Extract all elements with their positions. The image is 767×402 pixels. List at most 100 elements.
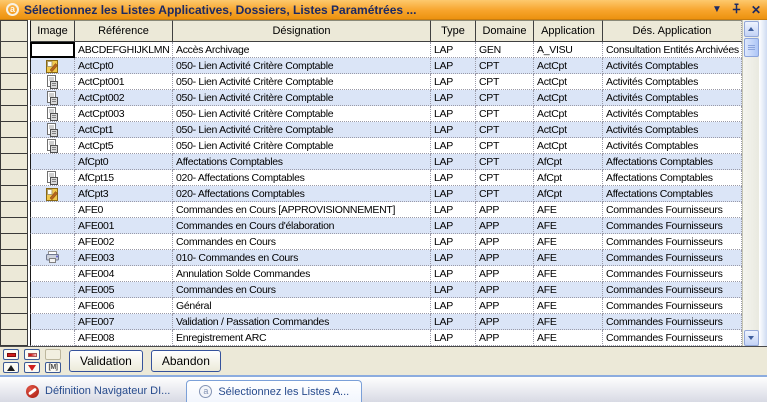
cell-image[interactable] [30,58,75,74]
cell-application[interactable]: ActCpt [534,74,603,90]
cell-image[interactable] [30,186,75,202]
vertical-scrollbar[interactable] [742,20,759,346]
row-selector[interactable] [0,42,28,58]
row-selector[interactable] [0,170,28,186]
cell-reference[interactable]: AfCpt0 [75,154,173,170]
close-icon[interactable]: ✕ [750,2,761,17]
cell-application[interactable]: AFE [534,202,603,218]
cell-des-application[interactable]: Commandes Fournisseurs [603,266,742,282]
cell-application[interactable]: AFE [534,330,603,346]
cell-application[interactable]: ActCpt [534,90,603,106]
abandon-button[interactable]: Abandon [150,350,221,372]
cell-type[interactable]: LAP [431,42,476,58]
red-bar-icon[interactable] [3,349,19,360]
cell-reference[interactable]: AFE008 [75,330,173,346]
cell-des-application[interactable]: Commandes Fournisseurs [603,330,742,346]
cell-image[interactable] [30,266,75,282]
column-header-domaine[interactable]: Domaine [476,20,534,42]
cell-type[interactable]: LAP [431,186,476,202]
cell-des-application[interactable]: Activités Comptables [603,138,742,154]
cell-des-application[interactable]: Activités Comptables [603,122,742,138]
cell-type[interactable]: LAP [431,154,476,170]
row-selector[interactable] [0,154,28,170]
cell-image[interactable] [30,202,75,218]
cell-application[interactable]: AFE [534,266,603,282]
cell-application[interactable]: ActCpt [534,122,603,138]
cell-designation[interactable]: Commandes en Cours [173,282,431,298]
cell-domaine[interactable]: GEN [476,42,534,58]
cell-designation[interactable]: Accès Archivage [173,42,431,58]
cell-application[interactable]: AfCpt [534,170,603,186]
cell-designation[interactable]: Commandes en Cours d'élaboration [173,218,431,234]
cell-application[interactable]: AFE [534,314,603,330]
scrollbar-track[interactable] [743,57,759,329]
cell-des-application[interactable]: Affectations Comptables [603,154,742,170]
cell-des-application[interactable]: Commandes Fournisseurs [603,282,742,298]
row-selector[interactable] [0,298,28,314]
cell-designation[interactable]: 020- Affectations Comptables [173,170,431,186]
cell-type[interactable]: LAP [431,218,476,234]
cell-image[interactable] [30,234,75,250]
cell-des-application[interactable]: Commandes Fournisseurs [603,250,742,266]
scroll-down-icon[interactable] [743,329,759,346]
cell-type[interactable]: LAP [431,250,476,266]
cell-image[interactable] [30,106,75,122]
cell-image[interactable] [30,74,75,90]
cell-type[interactable]: LAP [431,234,476,250]
tab-selectionnez-listes[interactable]: a Sélectionnez les Listes A... [186,380,363,402]
cell-application[interactable]: AFE [534,250,603,266]
cell-reference[interactable]: ActCpt003 [75,106,173,122]
row-selector[interactable] [0,202,28,218]
cell-designation[interactable]: Validation / Passation Commandes [173,314,431,330]
cell-application[interactable]: AFE [534,234,603,250]
cell-designation[interactable]: Affectations Comptables [173,154,431,170]
cell-domaine[interactable]: APP [476,202,534,218]
cell-application[interactable]: AfCpt [534,186,603,202]
cell-image[interactable] [30,330,75,346]
cell-des-application[interactable]: Affectations Comptables [603,170,742,186]
cell-application[interactable]: A_VISU [534,42,603,58]
cell-domaine[interactable]: APP [476,266,534,282]
cell-domaine[interactable]: CPT [476,58,534,74]
cell-designation[interactable]: Commandes en Cours [173,234,431,250]
cell-domaine[interactable]: APP [476,250,534,266]
scroll-up-icon[interactable] [743,20,759,37]
cell-domaine[interactable]: CPT [476,170,534,186]
cell-designation[interactable]: Commandes en Cours [APPROVISIONNEMENT] [173,202,431,218]
cell-des-application[interactable]: Commandes Fournisseurs [603,234,742,250]
cell-image[interactable] [30,42,75,58]
down-triangle-red-icon[interactable] [24,362,40,373]
tab-definition-navigateur[interactable]: Définition Navigateur DI... [14,380,182,402]
cell-type[interactable]: LAP [431,266,476,282]
cell-application[interactable]: AfCpt [534,154,603,170]
cell-domaine[interactable]: CPT [476,90,534,106]
cell-image[interactable] [30,122,75,138]
cell-designation[interactable]: 020- Affectations Comptables [173,186,431,202]
cell-domaine[interactable]: CPT [476,74,534,90]
scrollbar-thumb[interactable] [743,38,759,57]
column-header-designation[interactable]: Désignation [173,20,431,42]
row-selector[interactable] [0,74,28,90]
cell-reference[interactable]: AFE006 [75,298,173,314]
cell-type[interactable]: LAP [431,170,476,186]
cell-type[interactable]: LAP [431,106,476,122]
cell-des-application[interactable]: Activités Comptables [603,58,742,74]
row-selector[interactable] [0,330,28,346]
cell-image[interactable] [30,250,75,266]
blank-icon[interactable] [45,349,61,360]
cell-designation[interactable]: 010- Commandes en Cours [173,250,431,266]
row-selector[interactable] [0,138,28,154]
cell-designation[interactable]: 050- Lien Activité Critère Comptable [173,58,431,74]
cell-type[interactable]: LAP [431,298,476,314]
cell-domaine[interactable]: CPT [476,122,534,138]
cell-reference[interactable]: AfCpt3 [75,186,173,202]
cell-image[interactable] [30,154,75,170]
cell-domaine[interactable]: APP [476,314,534,330]
cell-type[interactable]: LAP [431,74,476,90]
cell-application[interactable]: ActCpt [534,58,603,74]
cell-domaine[interactable]: CPT [476,138,534,154]
cell-application[interactable]: ActCpt [534,106,603,122]
row-selector[interactable] [0,266,28,282]
cell-type[interactable]: LAP [431,58,476,74]
cell-reference[interactable]: AFE007 [75,314,173,330]
